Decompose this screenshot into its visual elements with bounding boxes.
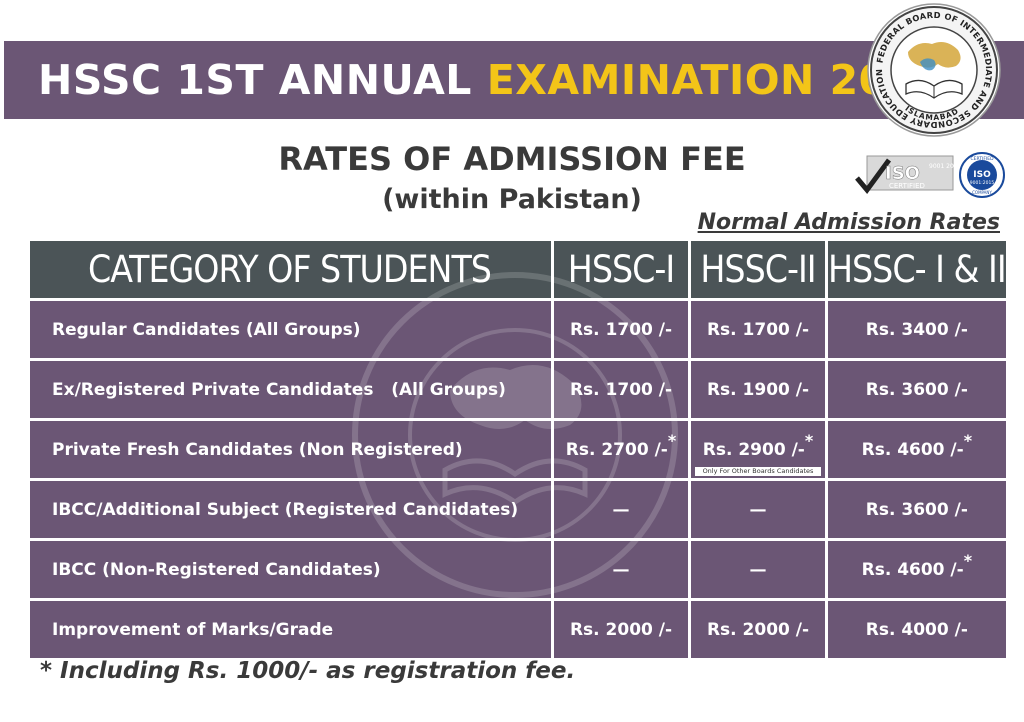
row-both-cell: Rs. 4600 /-* bbox=[828, 541, 1006, 598]
iso-badge-main: ISO bbox=[885, 163, 920, 184]
row-hssc2-fee: Rs. 1700 /- bbox=[691, 301, 825, 358]
page-subtitle: (within Pakistan) bbox=[382, 184, 642, 215]
iso-seal-top: CERTIFIED bbox=[970, 156, 994, 162]
iso-seal-main: ISO bbox=[973, 170, 991, 180]
asterisk-mark: * bbox=[963, 550, 973, 570]
footnote: * Including Rs. 1000/- as registration f… bbox=[40, 658, 576, 684]
row-category: IBCC (Non-Registered Candidates) bbox=[30, 541, 551, 598]
row-both-fee: Rs. 3600 /- bbox=[828, 481, 1006, 538]
banner-title-white: HSSC 1ST ANNUAL bbox=[38, 56, 472, 104]
row-hssc2-fee: Rs. 2900 /- bbox=[702, 439, 805, 460]
title-banner bbox=[4, 41, 1024, 119]
iso-seal-code: 9001:2015 bbox=[970, 180, 995, 186]
row-both-fee: Rs. 4600 /- bbox=[861, 559, 964, 580]
banner-title: HSSC 1ST ANNUAL EXAMINATION 2022 bbox=[38, 44, 946, 116]
fbise-seal-icon: FEDERAL BOARD OF INTERMEDIATE AND SECOND… bbox=[867, 3, 1001, 137]
row-hssc1-fee: — bbox=[554, 481, 688, 538]
table-row: Regular Candidates (All Groups) Rs. 1700… bbox=[30, 301, 1006, 358]
row-both-cell: Rs. 4600 /-* bbox=[828, 421, 1006, 478]
asterisk-mark: * bbox=[963, 430, 973, 450]
table-row: IBCC (Non-Registered Candidates) — — Rs.… bbox=[30, 541, 1006, 598]
row-hssc1-fee: Rs. 2000 /- bbox=[554, 601, 688, 658]
row-both-fee: Rs. 3400 /- bbox=[828, 301, 1006, 358]
asterisk-mark: * bbox=[804, 430, 814, 450]
row-both-fee: Rs. 3600 /- bbox=[828, 361, 1006, 418]
iso-certified-icon: ISO 9001 2015 CERTIFIED CERTIFIED ISO 90… bbox=[855, 152, 1005, 198]
iso-badge-codes: 9001 2015 bbox=[929, 163, 962, 170]
row-hssc1-fee: Rs. 1700 /- bbox=[554, 361, 688, 418]
fee-table: CATEGORY OF STUDENTS HSSC-I HSSC-II HSSC… bbox=[27, 238, 1009, 661]
row-category: IBCC/Additional Subject (Registered Cand… bbox=[30, 481, 551, 538]
row-hssc2-cell: Rs. 2900 /-* Only For Other Boards Candid… bbox=[691, 421, 825, 478]
other-boards-note: Only For Other Boards Candidates bbox=[695, 467, 821, 476]
table-row: IBCC/Additional Subject (Registered Cand… bbox=[30, 481, 1006, 538]
table-row: Ex/Registered Private Candidates (All Gr… bbox=[30, 361, 1006, 418]
row-hssc1-fee: — bbox=[554, 541, 688, 598]
row-hssc1-fee: Rs. 2700 /- bbox=[565, 439, 668, 460]
row-hssc2-fee: — bbox=[691, 481, 825, 538]
header-category: CATEGORY OF STUDENTS bbox=[30, 241, 551, 298]
table-row: Improvement of Marks/Grade Rs. 2000 /- R… bbox=[30, 601, 1006, 658]
row-hssc2-fee: Rs. 1900 /- bbox=[691, 361, 825, 418]
page-title: RATES OF ADMISSION FEE bbox=[278, 140, 746, 178]
asterisk-mark: * bbox=[667, 430, 677, 450]
iso-badge-sub: CERTIFIED bbox=[889, 182, 925, 190]
row-category: Ex/Registered Private Candidates (All Gr… bbox=[30, 361, 551, 418]
row-category: Regular Candidates (All Groups) bbox=[30, 301, 551, 358]
row-hssc2-fee: Rs. 2000 /- bbox=[691, 601, 825, 658]
row-category: Private Fresh Candidates (Non Registered… bbox=[30, 421, 551, 478]
header-hssc2: HSSC-II bbox=[691, 241, 825, 298]
table-row: Private Fresh Candidates (Non Registered… bbox=[30, 421, 1006, 478]
row-both-fee: Rs. 4000 /- bbox=[828, 601, 1006, 658]
row-both-fee: Rs. 4600 /- bbox=[861, 439, 964, 460]
row-hssc1-cell: Rs. 2700 /-* bbox=[554, 421, 688, 478]
table-header-row: CATEGORY OF STUDENTS HSSC-I HSSC-II HSSC… bbox=[30, 241, 1007, 298]
header-hssc1: HSSC-I bbox=[554, 241, 688, 298]
row-hssc2-fee: — bbox=[691, 541, 825, 598]
table-caption: Normal Admission Rates bbox=[697, 210, 1000, 235]
iso-seal-bottom: COMPANY bbox=[972, 190, 992, 195]
header-hssc-both: HSSC- I & II bbox=[828, 241, 1007, 298]
row-hssc1-fee: Rs. 1700 /- bbox=[554, 301, 688, 358]
row-category: Improvement of Marks/Grade bbox=[30, 601, 551, 658]
